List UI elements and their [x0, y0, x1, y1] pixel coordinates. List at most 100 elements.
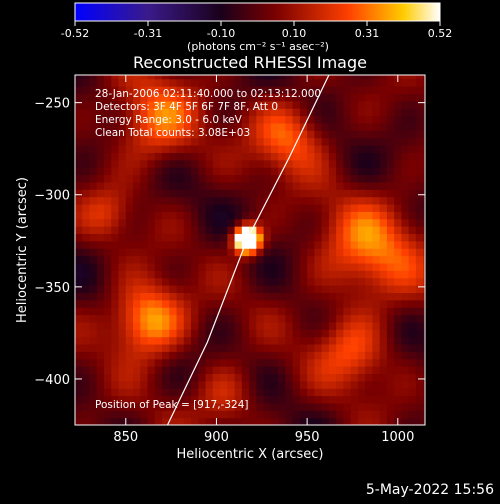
heatmap-cell [285, 115, 294, 124]
heatmap-cell [133, 321, 141, 330]
heatmap-cell [401, 292, 410, 301]
heatmap-cell [198, 78, 207, 87]
heatmap-cell [140, 410, 149, 419]
heatmap-cell [169, 78, 178, 87]
heatmap-cell [379, 388, 388, 397]
heatmap-cell [408, 93, 417, 102]
heatmap-cell [423, 159, 425, 168]
heatmap-cell [89, 145, 98, 153]
heatmap-cell [111, 196, 120, 205]
heatmap-cell [321, 218, 330, 227]
heatmap-cell [140, 75, 149, 80]
heatmap-cell [198, 233, 207, 242]
heatmap-cell [169, 159, 178, 168]
heatmap-cell [415, 285, 424, 293]
heatmap-cell [227, 255, 236, 264]
heatmap-cell [386, 93, 395, 102]
heatmap-cell [299, 78, 308, 87]
heatmap-cell [234, 343, 243, 352]
heatmap-cell [96, 388, 105, 397]
heatmap-cell [183, 388, 192, 397]
heatmap-cell [415, 336, 424, 345]
heatmap-cell [118, 115, 127, 124]
heatmap-cell [278, 115, 286, 124]
x-axis-ticks: 850 900 950 1000 [113, 75, 414, 445]
heatmap-cell [82, 417, 91, 425]
heatmap-cell [423, 417, 425, 425]
heatmap-cell [357, 321, 366, 330]
y-tick-label: −400 [34, 373, 70, 388]
heatmap-cell [125, 277, 134, 286]
heatmap-cell [328, 226, 337, 235]
heatmap-cell [292, 152, 301, 161]
heatmap-cell [386, 380, 395, 389]
heatmap-cell [270, 93, 279, 102]
heatmap-cell [328, 233, 337, 242]
heatmap-cell [314, 137, 323, 146]
heatmap-cell [191, 358, 199, 367]
heatmap-cell [423, 343, 425, 352]
heatmap-cell [415, 189, 424, 198]
heatmap-cell [75, 189, 83, 198]
heatmap-cell [118, 262, 127, 271]
heatmap-cell [336, 285, 344, 293]
heatmap-cell [191, 100, 199, 109]
heatmap-cell [125, 181, 134, 190]
heatmap-cell [169, 351, 178, 360]
heatmap-cell [365, 115, 374, 124]
heatmap-cell [241, 137, 250, 146]
x-tick-label: 1000 [381, 430, 414, 445]
heatmap-cell [415, 181, 424, 190]
heatmap-cell [408, 203, 417, 212]
heatmap-cell [278, 336, 286, 345]
heatmap-cell [220, 233, 228, 242]
heatmap-cell [292, 277, 301, 286]
heatmap-cell [183, 75, 192, 80]
heatmap-cell [372, 351, 381, 360]
heatmap-cell [379, 240, 388, 249]
heatmap-cell [285, 299, 294, 308]
heatmap-cell [314, 130, 323, 139]
heatmap-cell [415, 196, 424, 205]
heatmap-cell [270, 218, 279, 227]
heatmap-cell [140, 130, 149, 139]
heatmap-cell [140, 152, 149, 161]
heatmap-cell [191, 115, 199, 124]
heatmap-cell [328, 277, 337, 286]
heatmap-cell [118, 145, 127, 153]
heatmap-cell [220, 314, 228, 323]
heatmap-cell [140, 174, 149, 183]
heatmap-cell [365, 285, 374, 293]
heatmap-cell [408, 388, 417, 397]
heatmap-cell [89, 262, 98, 271]
heatmap-cell [372, 388, 381, 397]
heatmap-cell [118, 299, 127, 308]
heatmap-cell [386, 366, 395, 375]
heatmap-cell [147, 255, 156, 264]
heatmap-cell [249, 145, 257, 153]
heatmap-cell [118, 329, 127, 338]
heatmap-cell [299, 417, 308, 425]
heatmap-cell [212, 343, 221, 352]
heatmap-cell [263, 380, 272, 389]
heatmap-cell [162, 336, 170, 345]
heatmap-cell [125, 262, 134, 271]
heatmap-cell [133, 410, 141, 419]
heatmap-cell [299, 115, 308, 124]
heatmap-cell [365, 78, 374, 87]
heatmap-cell [307, 410, 315, 419]
heatmap-cell [183, 108, 192, 117]
heatmap-cell [256, 395, 265, 404]
heatmap-cell [118, 388, 127, 397]
heatmap-cell [343, 159, 352, 168]
heatmap-cell [198, 373, 207, 382]
heatmap-cell [96, 351, 105, 360]
heatmap-cell [75, 314, 83, 323]
heatmap-cell [104, 255, 112, 264]
heatmap-cell [336, 277, 344, 286]
heatmap-cell [394, 189, 403, 198]
heatmap-cell [212, 167, 221, 176]
heatmap-cell [133, 255, 141, 264]
heatmap-cell [328, 329, 337, 338]
heatmap-cell [154, 167, 163, 176]
